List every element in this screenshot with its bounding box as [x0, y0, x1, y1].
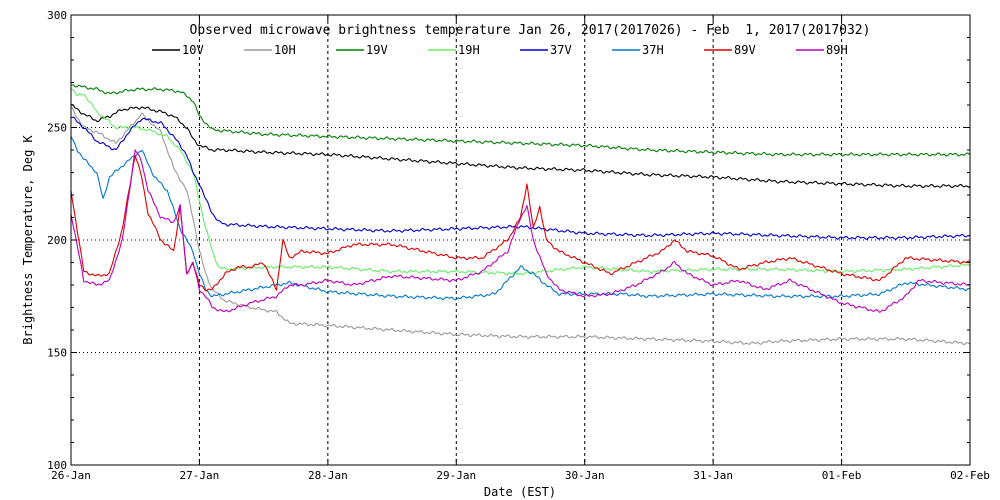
series-line-37v [70, 116, 971, 240]
x-tick-label: 27-Jan [180, 469, 220, 482]
series-line-37h [70, 136, 971, 301]
y-tick-labels: 100 150 200 250 300 [47, 9, 67, 472]
series-line-10v [70, 104, 971, 189]
legend-label-10v: 10V [182, 43, 204, 57]
legend-label-89h: 89H [826, 43, 848, 57]
x-tick-label: 01-Feb [822, 469, 862, 482]
grid-lines [71, 15, 970, 465]
x-tick-label: 02-Feb [950, 469, 990, 482]
y-tick-label: 150 [47, 347, 67, 360]
series-line-19h [70, 88, 971, 276]
y-tick-label: 100 [47, 459, 67, 472]
series-line-19v [70, 84, 971, 157]
y-tick-label: 250 [47, 122, 67, 135]
y-tick-label: 200 [47, 234, 67, 247]
plot-title: Observed microwave brightness temperatur… [190, 23, 871, 38]
y-tick-label: 300 [47, 9, 67, 22]
legend-label-89v: 89V [734, 43, 756, 57]
x-tick-label: 28-Jan [308, 469, 348, 482]
x-axis-title: Date (EST) [484, 485, 556, 499]
y-axis-title: Brightness Temperature, Deg K [21, 134, 35, 344]
legend-label-10h: 10H [274, 43, 296, 57]
x-tick-label: 31-Jan [693, 469, 733, 482]
x-tick-label: 29-Jan [436, 469, 476, 482]
axis-ticks [70, 14, 971, 466]
legend-label-37h: 37H [642, 43, 664, 57]
legend-label-37v: 37V [550, 43, 572, 57]
x-tick-labels: 26-Jan 27-Jan 28-Jan 29-Jan 30-Jan 31-Jan 01-F… [51, 469, 990, 482]
x-tick-label: 26-Jan [51, 469, 91, 482]
legend-label-19v: 19V [366, 43, 388, 57]
series-line-10h [70, 106, 970, 346]
series-lines [70, 84, 971, 346]
legend-label-19h: 19H [458, 43, 480, 57]
x-tick-label: 30-Jan [565, 469, 605, 482]
legend: 10V 10H 19V 19H 37V 37H 89V 89H [152, 43, 848, 57]
series-line-89h [70, 149, 971, 313]
